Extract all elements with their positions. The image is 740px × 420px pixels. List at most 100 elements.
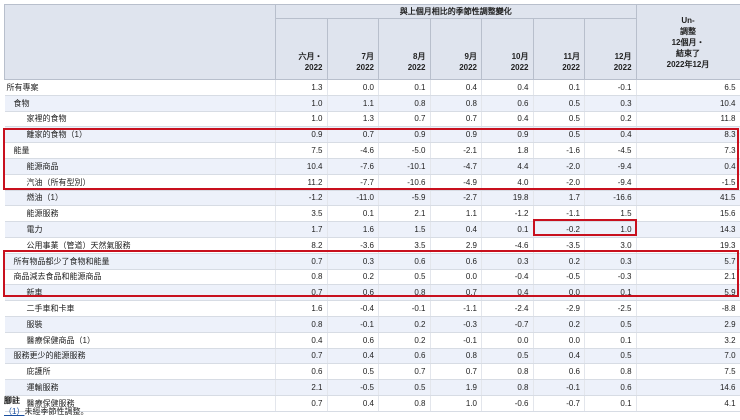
monthly-change-cell: -7.6: [327, 158, 379, 175]
monthly-change-cell: -3.6: [327, 237, 379, 254]
monthly-change-cell: 0.0: [533, 284, 585, 302]
row-label: 服裝: [4, 316, 276, 333]
unadjusted-12-month-cell: 41.5: [636, 190, 740, 207]
monthly-change-cell: -0.1: [584, 79, 637, 96]
monthly-change-cell: 1.6: [327, 221, 379, 238]
monthly-change-cell: -4.9: [430, 174, 482, 191]
monthly-change-cell: 0.5: [584, 348, 637, 365]
monthly-change-cell: 0.2: [533, 253, 585, 270]
monthly-change-cell: 0.8: [430, 95, 482, 112]
footnote-1-link[interactable]: （1）: [4, 407, 25, 416]
month-header-line: 9月: [464, 52, 477, 61]
table-body: 所有專案 1.3 0.0 0.1 0.4 0.4 0.1 -0.1 6.5 食物 1.0 1.1 0.8…: [4, 79, 740, 412]
row-label: 醫療保健服務: [4, 395, 276, 412]
monthly-change-cell: 0.6: [378, 253, 431, 270]
last-col-line-2: 調整: [680, 26, 697, 36]
monthly-change-cell: -9.4: [584, 174, 637, 191]
monthly-change-cell: 0.4: [481, 111, 534, 128]
footnotes-title: 腳註: [4, 396, 20, 405]
month-header: 8月 2022: [378, 18, 431, 80]
monthly-change-cell: 0.4: [481, 79, 534, 96]
monthly-change-cell: 0.6: [378, 348, 431, 365]
monthly-change-cell: -9.4: [584, 158, 637, 175]
row-label: 服務更少的能源服務: [4, 348, 276, 365]
table-row: 商品減去食品和能源商品 0.8 0.2 0.5 0.0 -0.4 -0.5 -0.3 2.1: [4, 269, 740, 286]
unadjusted-12-month-cell: 2.1: [636, 269, 740, 286]
monthly-change-cell: -0.3: [430, 316, 482, 333]
monthly-change-cell: 0.6: [327, 284, 379, 302]
monthly-change-cell: 1.0: [430, 395, 482, 412]
last-col-line-3: 12個月・: [671, 37, 705, 47]
unadjusted-12-month-cell: 7.0: [636, 348, 740, 365]
monthly-change-cell: 3.5: [378, 237, 431, 254]
monthly-change-cell: 0.7: [275, 253, 328, 270]
row-label: 汽油（所有型別）: [4, 174, 276, 191]
row-label: 所有專案: [4, 79, 276, 96]
month-header-line: 12月: [614, 52, 632, 61]
row-label: 運輸服務: [4, 379, 276, 396]
table-row: 家裡的食物 1.0 1.3 0.7 0.7 0.4 0.5 0.2 11.8: [4, 111, 740, 128]
unadjusted-12-month-cell: 2.9: [636, 316, 740, 333]
monthly-change-cell: 0.3: [327, 253, 379, 270]
monthly-change-cell: 0.6: [327, 332, 379, 349]
monthly-change-cell: -0.2: [533, 221, 585, 238]
unadjusted-12-month-cell: -8.8: [636, 300, 740, 317]
monthly-change-cell: -0.3: [584, 269, 637, 286]
table-row: 運輸服務 2.1 -0.5 0.5 1.9 0.8 -0.1 0.6 14.6: [4, 379, 740, 396]
monthly-change-cell: 0.5: [533, 111, 585, 128]
monthly-change-cell: 0.7: [378, 363, 431, 381]
row-label: 能量: [4, 142, 276, 159]
monthly-change-cell: -0.4: [327, 300, 379, 317]
monthly-change-cell: 0.0: [481, 332, 534, 349]
last-col-line-1: Un-: [681, 15, 695, 25]
unadjusted-12-month-cell: 14.6: [636, 379, 740, 396]
monthly-change-cell: 0.7: [430, 284, 482, 302]
table-row: 醫療保健商品（1） 0.4 0.6 0.2 -0.1 0.0 0.0 0.1 3.2: [4, 332, 740, 349]
row-label: 電力: [4, 221, 276, 238]
monthly-change-cell: -2.5: [584, 300, 637, 317]
monthly-change-cell: -10.1: [378, 158, 431, 175]
monthly-change-cell: 0.4: [327, 348, 379, 365]
monthly-change-cell: -1.2: [481, 205, 534, 223]
monthly-change-cell: 0.3: [584, 253, 637, 270]
monthly-change-cell: -5.0: [378, 142, 431, 159]
table-row: 公用事業（管道）天然氣服務 8.2 -3.6 3.5 2.9 -4.6 -3.5 3.0 19.…: [4, 237, 740, 254]
monthly-change-cell: 0.7: [275, 395, 328, 412]
monthly-change-cell: 0.7: [430, 363, 482, 381]
table-row: 新車 0.7 0.6 0.8 0.7 0.4 0.0 0.1 5.9: [4, 284, 740, 302]
monthly-change-cell: 0.8: [481, 363, 534, 381]
month-header: 12月 2022: [584, 18, 637, 80]
monthly-change-cell: -4.7: [430, 158, 482, 175]
month-header-line: 2022: [562, 63, 580, 72]
monthly-change-cell: -4.6: [327, 142, 379, 159]
monthly-change-cell: -1.6: [533, 142, 585, 159]
row-label: 能源商品: [4, 158, 276, 175]
group-header: 與上個月相比的季節性調整變化: [275, 4, 637, 19]
monthly-change-cell: 3.0: [584, 237, 637, 254]
monthly-change-cell: -0.5: [533, 269, 585, 286]
monthly-change-cell: -3.5: [533, 237, 585, 254]
monthly-change-cell: -0.7: [533, 395, 585, 412]
monthly-change-cell: 19.8: [481, 190, 534, 207]
monthly-change-cell: 1.1: [430, 205, 482, 223]
monthly-change-cell: 0.1: [327, 205, 379, 223]
unadjusted-12-month-cell: 8.3: [636, 126, 740, 144]
monthly-change-cell: -0.1: [533, 379, 585, 396]
monthly-change-cell: 0.4: [430, 79, 482, 96]
monthly-change-cell: 1.0: [275, 95, 328, 112]
monthly-change-cell: -0.7: [481, 316, 534, 333]
month-header-line: 2022: [510, 63, 529, 72]
monthly-change-cell: -2.7: [430, 190, 482, 207]
month-header-line: 2022: [613, 63, 632, 72]
row-label: 食物: [4, 95, 276, 112]
footnotes: 腳註 （1）未經季節性調整。: [4, 395, 88, 417]
monthly-change-cell: 0.9: [378, 126, 431, 144]
monthly-change-cell: 0.6: [481, 95, 534, 112]
last-col-line-5: 2022年12月: [666, 59, 710, 69]
monthly-change-cell: 0.4: [481, 284, 534, 302]
row-label: 新車: [4, 284, 276, 302]
monthly-change-cell: 0.8: [481, 379, 534, 396]
item-column-header: [4, 4, 276, 80]
table-row: 所有物品都少了食物和能量 0.7 0.3 0.6 0.6 0.3 0.2 0.3 5.7: [4, 253, 740, 270]
table-row: 汽油（所有型別） 11.2 -7.7 -10.6 -4.9 4.0 -2.0 -9.4 -1.5: [4, 174, 740, 191]
